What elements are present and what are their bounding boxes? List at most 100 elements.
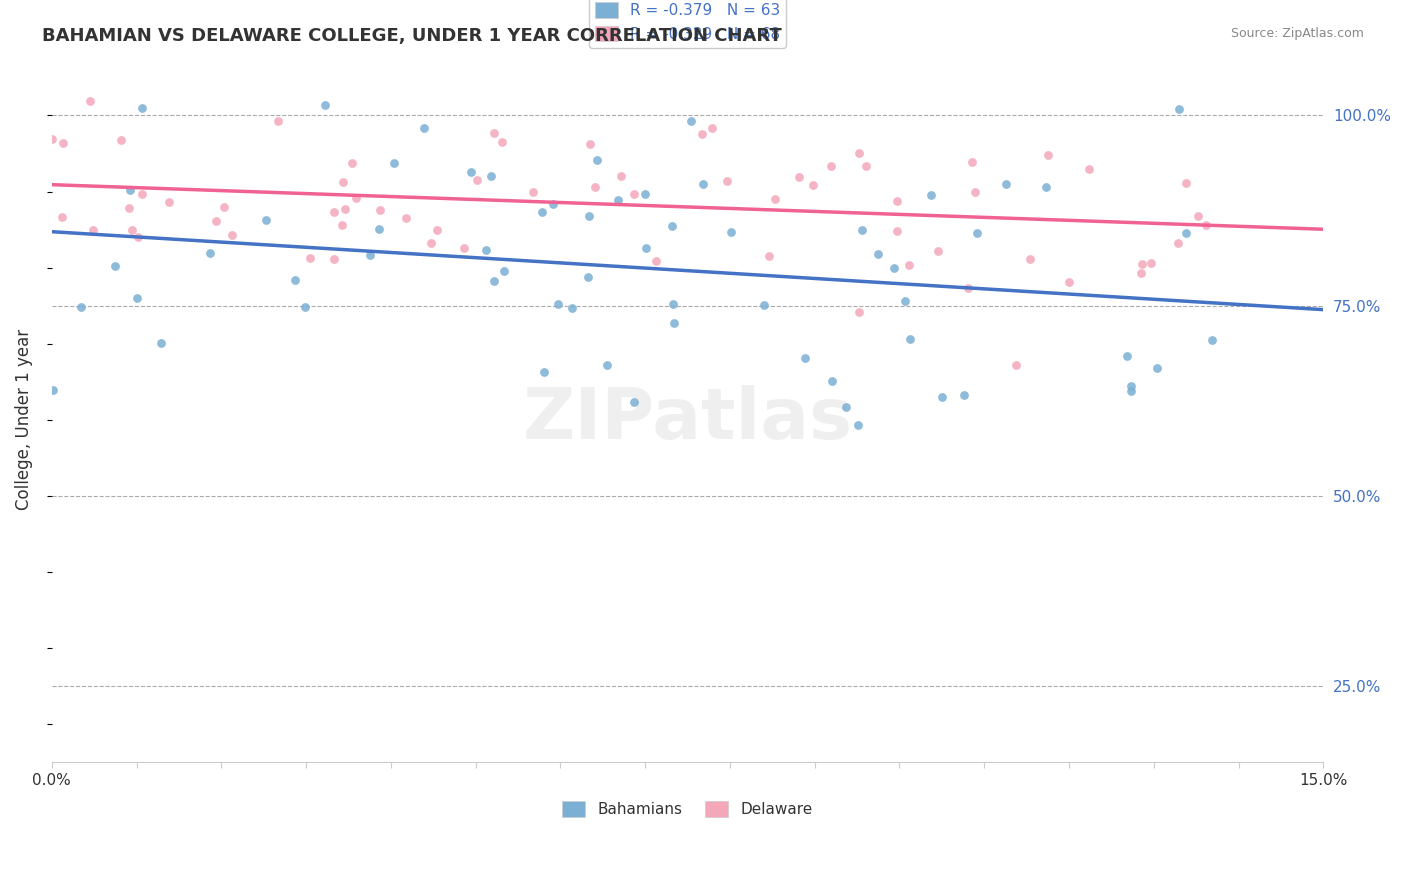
- Point: [294, 300, 316, 314]
- Point: [1187, 209, 1209, 223]
- Point: [702, 121, 724, 136]
- Point: [1077, 161, 1099, 176]
- Point: [1121, 384, 1143, 398]
- Point: [1139, 256, 1161, 270]
- Point: [460, 165, 482, 179]
- Point: [110, 133, 132, 147]
- Point: [1167, 235, 1189, 250]
- Point: [957, 281, 980, 295]
- Point: [484, 126, 506, 140]
- Point: [855, 159, 877, 173]
- Point: [1005, 358, 1028, 372]
- Point: [596, 358, 619, 372]
- Point: [1174, 176, 1197, 190]
- Point: [426, 223, 449, 237]
- Point: [897, 258, 920, 272]
- Point: [121, 223, 143, 237]
- Point: [157, 195, 180, 210]
- Point: [475, 243, 498, 257]
- Point: [482, 274, 505, 288]
- Point: [42, 383, 65, 397]
- Point: [894, 294, 917, 309]
- Point: [1130, 257, 1153, 271]
- Point: [479, 169, 502, 183]
- Point: [662, 297, 685, 311]
- Point: [716, 174, 738, 188]
- Point: [382, 155, 405, 169]
- Point: [994, 177, 1017, 191]
- Point: [576, 269, 599, 284]
- Point: [1019, 252, 1042, 266]
- Text: BAHAMIAN VS DELAWARE COLLEGE, UNDER 1 YEAR CORRELATION CHART: BAHAMIAN VS DELAWARE COLLEGE, UNDER 1 YE…: [42, 27, 782, 45]
- Point: [453, 241, 475, 255]
- Point: [585, 153, 607, 168]
- Point: [821, 374, 844, 388]
- Point: [758, 249, 780, 263]
- Point: [846, 418, 869, 433]
- Point: [41, 132, 63, 146]
- Point: [104, 259, 127, 273]
- Point: [533, 365, 555, 379]
- Y-axis label: College, Under 1 year: College, Under 1 year: [15, 329, 32, 510]
- Point: [492, 263, 515, 277]
- Point: [607, 193, 630, 207]
- Point: [820, 159, 842, 173]
- Point: [79, 94, 101, 108]
- Point: [419, 235, 441, 250]
- Point: [340, 156, 363, 170]
- Point: [692, 127, 714, 141]
- Text: ZIPatlas: ZIPatlas: [523, 385, 852, 454]
- Point: [1119, 379, 1142, 393]
- Point: [662, 316, 685, 330]
- Text: Source: ZipAtlas.com: Source: ZipAtlas.com: [1230, 27, 1364, 40]
- Point: [886, 224, 908, 238]
- Point: [834, 400, 856, 414]
- Point: [332, 175, 354, 189]
- Point: [413, 121, 436, 136]
- Point: [284, 273, 307, 287]
- Point: [150, 335, 173, 350]
- Point: [931, 390, 953, 404]
- Point: [254, 212, 277, 227]
- Point: [70, 300, 93, 314]
- Point: [118, 183, 141, 197]
- Point: [1201, 333, 1223, 347]
- Point: [221, 228, 243, 243]
- Point: [960, 155, 983, 169]
- Point: [299, 251, 322, 265]
- Point: [634, 187, 657, 202]
- Point: [1195, 218, 1218, 232]
- Point: [330, 218, 353, 232]
- Point: [754, 298, 776, 312]
- Point: [851, 222, 873, 236]
- Point: [848, 145, 870, 160]
- Point: [578, 209, 600, 223]
- Point: [1035, 179, 1057, 194]
- Legend: Bahamians, Delaware: Bahamians, Delaware: [557, 795, 818, 823]
- Point: [953, 388, 976, 402]
- Point: [692, 177, 714, 191]
- Point: [966, 227, 988, 241]
- Point: [898, 332, 921, 346]
- Point: [583, 179, 606, 194]
- Point: [848, 305, 870, 319]
- Point: [927, 244, 949, 259]
- Point: [1057, 275, 1080, 289]
- Point: [645, 254, 668, 268]
- Point: [370, 202, 392, 217]
- Point: [623, 187, 645, 202]
- Point: [547, 297, 569, 311]
- Point: [322, 252, 344, 266]
- Point: [368, 222, 391, 236]
- Point: [359, 248, 381, 262]
- Point: [801, 178, 824, 192]
- Point: [212, 201, 235, 215]
- Point: [344, 191, 367, 205]
- Point: [52, 136, 75, 150]
- Point: [131, 101, 153, 115]
- Point: [787, 170, 810, 185]
- Point: [314, 98, 336, 112]
- Point: [127, 229, 149, 244]
- Point: [579, 136, 602, 151]
- Point: [131, 186, 153, 201]
